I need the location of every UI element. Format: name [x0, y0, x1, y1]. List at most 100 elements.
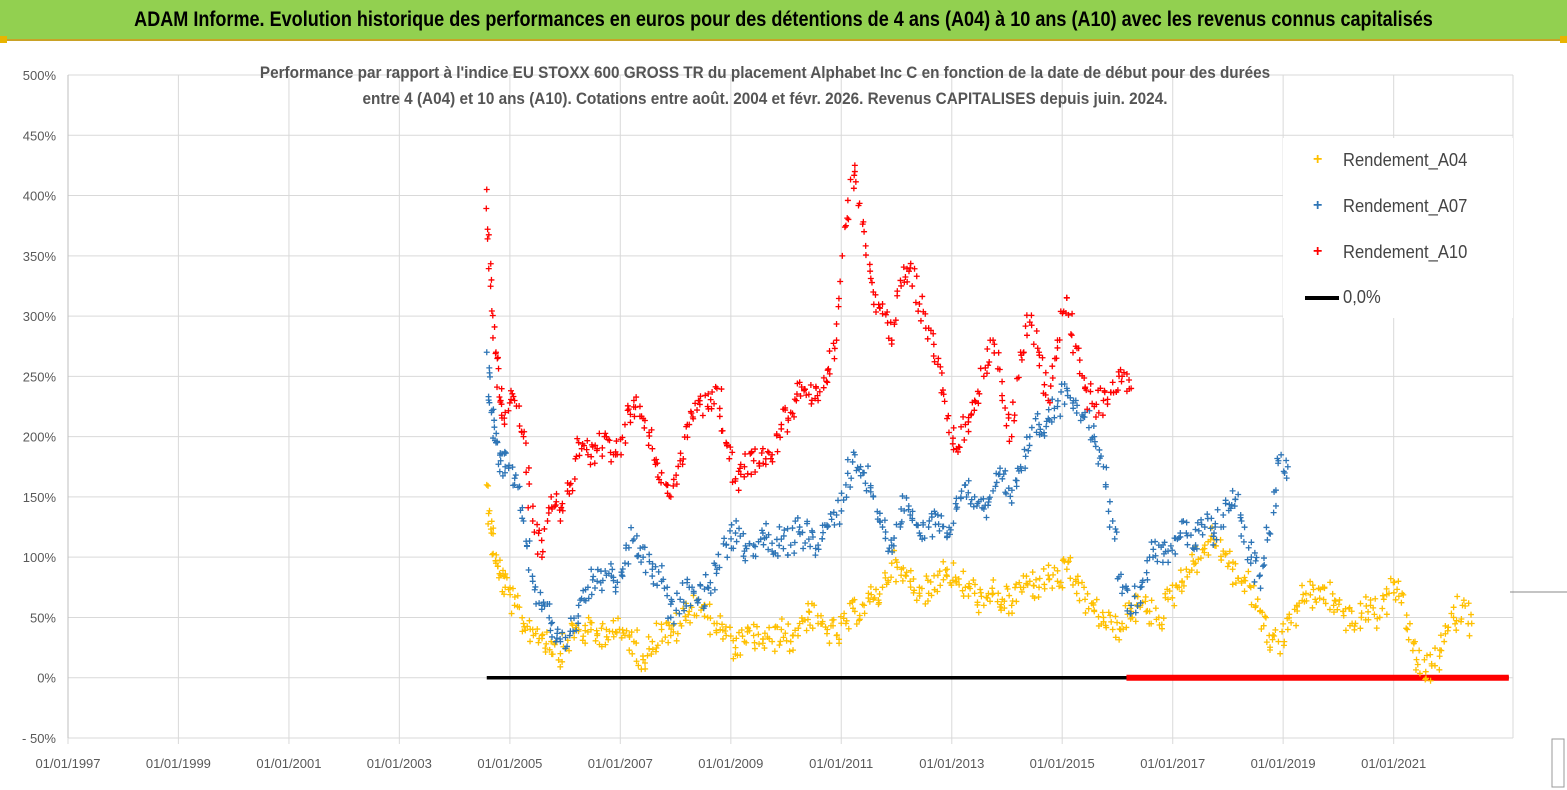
- data-point-a10-interp: [756, 463, 763, 470]
- data-point-a07: [980, 505, 987, 512]
- data-point-a10-interp: [935, 355, 942, 362]
- banner-corner-right: [1560, 36, 1567, 43]
- data-point-a07-interp: [1281, 469, 1288, 476]
- data-point-a04-interp: [1365, 616, 1372, 623]
- data-point-a10-interp: [938, 369, 945, 376]
- data-point-a04-interp: [861, 610, 868, 617]
- data-point-a04: [907, 578, 914, 585]
- data-point-a07-interp: [1231, 503, 1238, 510]
- data-point-a10-interp: [956, 444, 963, 451]
- data-point-a07: [805, 536, 812, 543]
- data-point-a07-interp: [680, 599, 687, 606]
- data-point-a07: [1165, 548, 1172, 555]
- data-point-a10-interp: [602, 430, 609, 437]
- data-point-a04-interp: [940, 558, 947, 565]
- data-point-a10-interp: [608, 458, 615, 465]
- data-point-a07-interp: [638, 559, 645, 566]
- data-point-a07-interp: [1000, 471, 1007, 478]
- data-point-a04-interp: [766, 635, 773, 642]
- data-point-a07-interp: [825, 523, 832, 530]
- data-point-a07-interp: [716, 564, 723, 571]
- data-point-a07-interp: [1214, 506, 1221, 513]
- data-point-a10-interp: [534, 521, 541, 528]
- data-point-a07-interp: [619, 573, 626, 580]
- data-point-a04: [934, 572, 941, 579]
- data-point-a10-interp: [872, 291, 879, 298]
- data-point-a07-interp: [1253, 554, 1260, 561]
- data-point-a07-interp: [588, 591, 595, 598]
- data-point-a04-interp: [719, 621, 726, 628]
- data-point-a04-interp: [1373, 625, 1380, 632]
- y-tick-label: 500%: [23, 68, 57, 83]
- data-point-a04-interp: [654, 642, 661, 649]
- data-point-a07-interp: [1119, 584, 1126, 591]
- data-point-a04-interp: [1241, 588, 1248, 595]
- data-point-a07-interp: [776, 542, 783, 549]
- y-tick-label: 0%: [37, 671, 56, 686]
- data-point-a07-interp: [1064, 387, 1071, 394]
- data-point-a10-interp: [583, 446, 590, 453]
- data-point-a04-interp: [534, 626, 541, 633]
- data-point-a04-interp: [1409, 647, 1416, 654]
- data-point-a10-interp: [673, 472, 680, 479]
- data-point-a04-interp: [527, 638, 534, 645]
- data-point-a04: [1441, 638, 1448, 645]
- data-point-a04-interp: [1263, 639, 1270, 646]
- data-point-a10-interp: [718, 428, 725, 435]
- legend-marker-a10: +: [1313, 243, 1323, 260]
- data-point-a04-interp: [1093, 596, 1100, 603]
- data-point-a10-interp: [867, 268, 874, 275]
- data-point-a10-interp: [1030, 341, 1037, 348]
- data-point-a04-interp: [1090, 599, 1097, 606]
- data-point-a10: [566, 481, 573, 488]
- data-point-a04: [1054, 578, 1061, 585]
- data-point-a04-interp: [642, 665, 649, 672]
- data-point-a10-interp: [912, 299, 919, 306]
- data-point-a10-interp: [965, 428, 972, 435]
- data-point-a10-interp: [835, 295, 842, 302]
- data-point-a07-interp: [835, 497, 842, 504]
- x-tick-label: 01/01/2001: [256, 756, 321, 771]
- data-point-a04-interp: [1197, 555, 1204, 562]
- data-point-a04-interp: [1403, 612, 1410, 619]
- data-point-a04-interp: [492, 557, 499, 564]
- data-point-a10: [548, 493, 555, 500]
- data-point-a04-interp: [1029, 569, 1036, 576]
- data-point-a07-interp: [776, 523, 783, 530]
- data-point-a07-interp: [820, 529, 827, 536]
- data-point-a07-interp: [929, 533, 936, 540]
- data-point-a07-interp: [486, 369, 493, 376]
- data-point-a10-interp: [631, 413, 638, 420]
- data-point-a04-interp: [953, 579, 960, 586]
- data-point-a07: [971, 493, 978, 500]
- data-point-a07-interp: [815, 546, 822, 553]
- data-point-a10-interp: [965, 418, 972, 425]
- data-point-a10-interp: [752, 446, 759, 453]
- data-point-a10-interp: [559, 500, 566, 507]
- data-point-a07-interp: [546, 601, 553, 608]
- data-point-a04-interp: [1112, 613, 1119, 620]
- data-point-a07-interp: [993, 479, 1000, 486]
- data-point-a04-interp: [1049, 585, 1056, 592]
- data-point-a10-interp: [812, 383, 819, 390]
- data-point-a04-interp: [1012, 584, 1019, 591]
- data-point-a04-interp: [1201, 545, 1208, 552]
- data-point-a10-interp: [501, 415, 508, 422]
- data-point-a04-interp: [907, 584, 914, 591]
- data-point-a10-interp: [680, 455, 687, 462]
- data-point-a07-interp: [721, 535, 728, 542]
- data-point-a04: [1395, 578, 1402, 585]
- data-point-a04-interp: [899, 577, 906, 584]
- data-point-a04-interp: [1065, 559, 1072, 566]
- data-point-a07-interp: [1235, 491, 1242, 498]
- data-point-a04-interp: [1416, 647, 1423, 654]
- data-point-a07-interp: [1165, 559, 1172, 566]
- data-point-a04-interp: [928, 592, 935, 599]
- data-point-a07: [502, 463, 509, 470]
- data-point-a07-interp: [618, 572, 625, 579]
- data-point-a10: [1100, 397, 1107, 404]
- data-point-a07-interp: [901, 507, 908, 514]
- data-point-a07-interp: [1002, 467, 1009, 474]
- data-point-a04-interp: [1051, 564, 1058, 571]
- data-point-a04-interp: [1223, 550, 1229, 557]
